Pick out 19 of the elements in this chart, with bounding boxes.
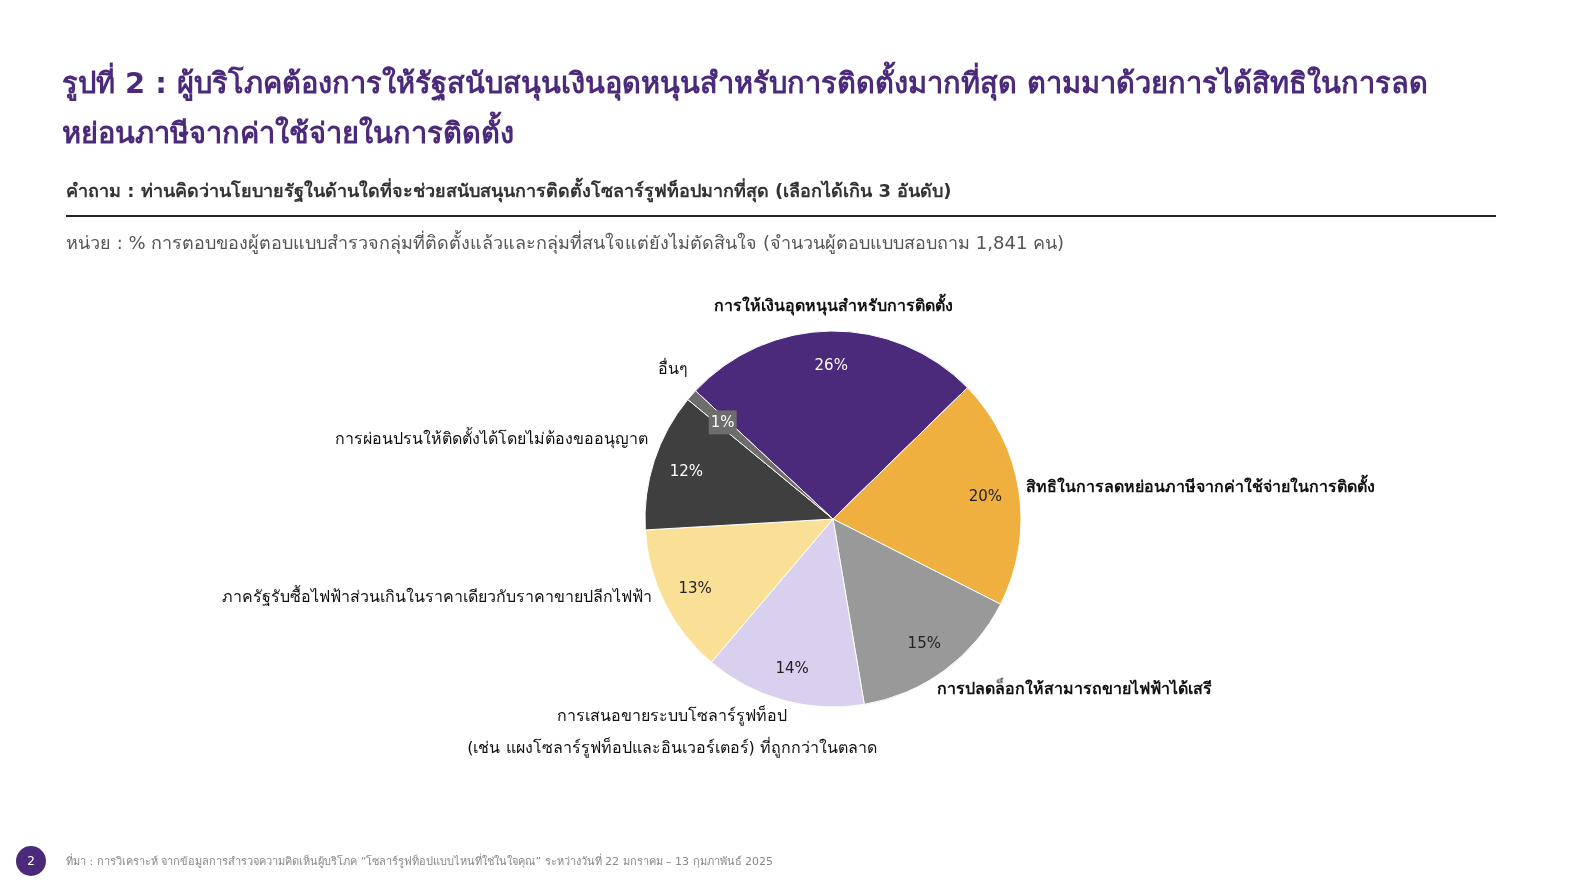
text: 2 — [16, 846, 46, 876]
data-label: 1% — [710, 413, 735, 432]
slice-label: ภาครัฐรับซื้อไฟฟ้าส่วนเกินในราคาเดียวกับราคาขายปลีกไฟฟ้า — [222, 585, 652, 606]
data-label: 14% — [775, 658, 809, 677]
slice-label: การปลดล็อกให้สามารถขายไฟฟ้าได้เสรี — [937, 677, 1212, 698]
text: หน่วย : % การตอบของผู้ตอบแบบสำรวจกลุ่มที่ติดตั้งแล้วและกลุ่มที่สนใจแต่ยังไม่ตัดสินใจ (จำนวนผู้ตอบแบบสอบถาม 1,841 คน) — [66, 229, 1065, 256]
data-label: 15% — [907, 634, 941, 653]
slice-label: การเสนอขายระบบโซลาร์รูฟท็อป (เช่น แผงโซลาร์รูฟท็อปและอินเวอร์เตอร์) ที่ถูกกว่าในตลาด — [467, 705, 877, 758]
slice-label: สิทธิในการลดหย่อนภาษีจากค่าใช้จ่ายในการติดตั้ง — [1026, 474, 1375, 496]
chart-title: รูปที่ 2 : ผู้บริโภคต้องการให้รัฐสนับสนุนเงินอุดหนุนสำหรับการติดตั้งมากที่สุด ตามมาด้วยการได้สิทธิในการลดหย่อนภาษีจากค่าใช้จ่ายในการติดตั้ง — [62, 60, 1430, 152]
data-label: 12% — [669, 462, 704, 481]
text: ที่มา : การวิเคราะห์ จากข้อมูลการสำรวจความคิดเห็นผู้บริโภค “โซลาร์รูฟท็อปแบบไหนที่ใช่ในใจคุณ” ระหว่างวันที่ 22 มกราคม – 13 กุมภาพันธ์ 2025 — [66, 852, 774, 870]
chart-subtitle: คำถาม : ท่านคิดว่านโยบายรัฐในด้านใดที่จะช่วยสนับสนุนการติดตั้งโซลาร์รูฟท็อปมากที่สุด (เลือกได้เกิน 3 อันดับ) — [66, 176, 1496, 217]
slice-label: การผ่อนปรนให้ติดตั้งได้โดยไม่ต้องขออนุญาต — [335, 427, 648, 449]
slice-label: อื่นๆ — [658, 357, 688, 378]
data-label: 26% — [814, 355, 848, 374]
data-label: 13% — [678, 578, 712, 597]
slice-label: การให้เงินอุดหนุนสำหรับการติดตั้ง — [713, 293, 953, 316]
data-label: 20% — [968, 486, 1003, 505]
